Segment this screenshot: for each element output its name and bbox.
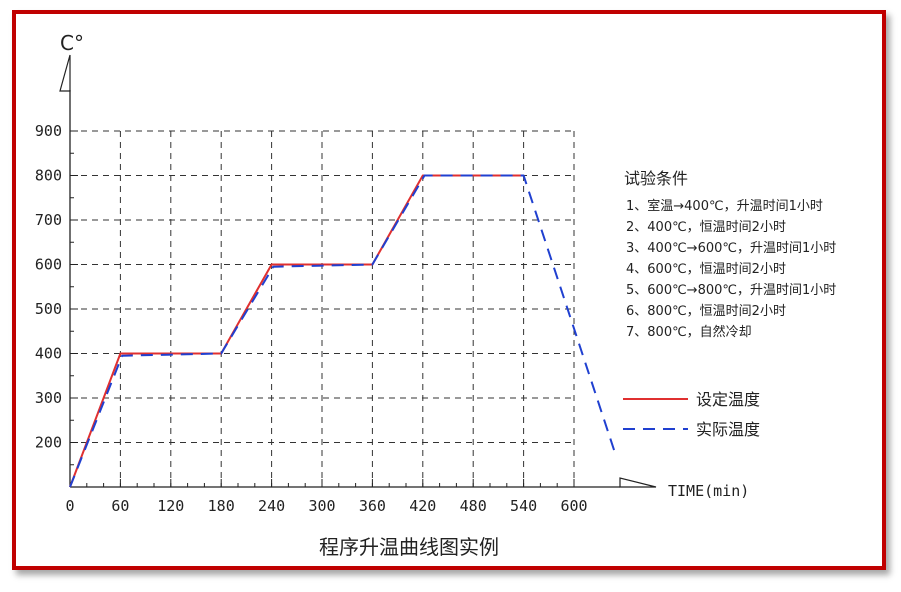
x-tick-label: 60 xyxy=(111,497,129,515)
axes xyxy=(59,54,657,488)
y-tick-label: 400 xyxy=(35,345,62,363)
chart-title: 程序升温曲线图实例 xyxy=(319,535,499,559)
y-tick-label: 900 xyxy=(35,122,62,140)
condition-item: 3、400℃→600℃，升温时间1小时 xyxy=(626,241,836,256)
condition-item: 2、400℃，恒温时间2小时 xyxy=(626,220,786,235)
test-conditions: 试验条件 1、室温→400℃，升温时间1小时 2、400℃，恒温时间2小时 3、40… xyxy=(624,169,836,340)
x-tick-label: 420 xyxy=(409,497,436,515)
y-axis-unit: C° xyxy=(60,31,84,55)
x-tick-label: 360 xyxy=(359,497,386,515)
series-line-actual xyxy=(69,174,617,488)
figure-frame: 200 300 400 500 600 700 800 900 0 60 120 180 240 300 3… xyxy=(12,10,886,570)
condition-item: 6、800℃，恒温时间2小时 xyxy=(626,304,786,319)
legend-label-setpoint: 设定温度 xyxy=(696,390,760,409)
x-axis-label: TIME(min) xyxy=(668,482,749,500)
x-tick-label: 240 xyxy=(258,497,285,515)
temperature-program-chart: 200 300 400 500 600 700 800 900 0 60 120 180 240 300 3… xyxy=(35,31,836,559)
y-tick-label: 800 xyxy=(35,167,62,185)
legend: 设定温度 实际温度 xyxy=(623,390,760,439)
x-tick-label: 300 xyxy=(308,497,335,515)
x-tick-label: 480 xyxy=(460,497,487,515)
conditions-title: 试验条件 xyxy=(624,169,688,188)
y-tick-label: 300 xyxy=(35,389,62,407)
x-axis-arrow xyxy=(619,477,657,488)
y-tick-label: 600 xyxy=(35,256,62,274)
series-line-setpoint xyxy=(69,174,524,488)
x-tick-label: 600 xyxy=(560,497,587,515)
x-tick-label: 180 xyxy=(208,497,235,515)
series-lines xyxy=(69,174,617,488)
condition-item: 5、600℃→800℃，升温时间1小时 xyxy=(626,283,836,298)
x-tick-label: 0 xyxy=(65,497,74,515)
y-tick-label: 200 xyxy=(35,434,62,452)
y-tick-label: 700 xyxy=(35,211,62,229)
grid xyxy=(70,130,575,487)
legend-label-actual: 实际温度 xyxy=(696,420,760,439)
condition-item: 1、室温→400℃，升温时间1小时 xyxy=(626,198,823,214)
condition-item: 4、600℃，恒温时间2小时 xyxy=(626,262,786,277)
tick-labels: 200 300 400 500 600 700 800 900 0 60 120 180 240 300 3… xyxy=(35,122,588,515)
x-tick-label: 120 xyxy=(157,497,184,515)
x-tick-label: 540 xyxy=(510,497,537,515)
y-tick-label: 500 xyxy=(35,300,62,318)
y-axis-arrow xyxy=(59,54,71,92)
condition-item: 7、800℃，自然冷却 xyxy=(626,324,752,340)
